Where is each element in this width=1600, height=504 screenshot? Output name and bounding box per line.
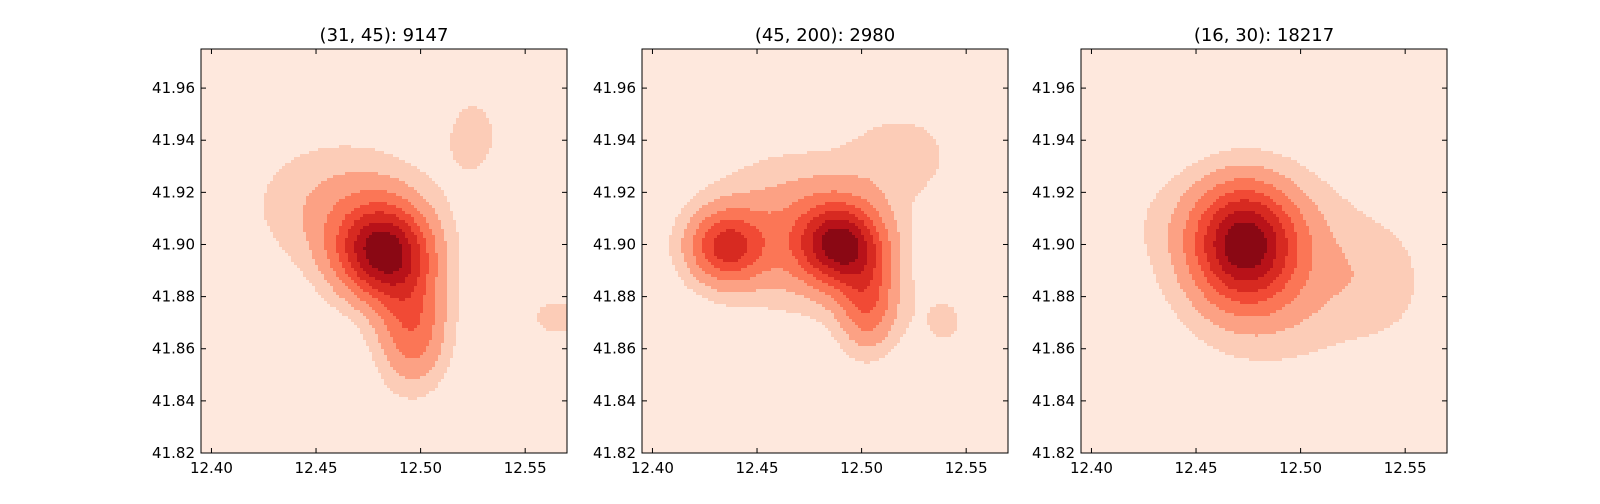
- x-tick-label: 12.50: [1279, 459, 1322, 477]
- y-tick-label: 41.92: [152, 183, 195, 201]
- y-tick-label: 41.82: [152, 444, 195, 462]
- y-tick-label: 41.82: [1032, 444, 1075, 462]
- y-tick-label: 41.92: [593, 183, 636, 201]
- x-tick-label: 12.40: [1070, 459, 1113, 477]
- contour-band: [822, 229, 858, 265]
- panel-title: (31, 45): 9147: [320, 25, 449, 46]
- contour-band: [1225, 223, 1267, 268]
- x-tick-label: 12.45: [1175, 459, 1218, 477]
- y-tick-label: 41.86: [1032, 340, 1075, 358]
- y-tick-label: 41.90: [1032, 235, 1075, 253]
- y-tick-label: 41.94: [593, 131, 636, 149]
- y-tick-label: 41.84: [1032, 392, 1075, 410]
- y-tick-label: 41.90: [593, 235, 636, 253]
- y-tick-label: 41.88: [1032, 288, 1075, 306]
- panel-title: (16, 30): 18217: [1194, 25, 1334, 46]
- panel-3: 12.40 12.45 12.50 12.55 41.82 41.84 41.86 41.88…: [1032, 25, 1448, 477]
- x-tick-label: 12.45: [736, 459, 779, 477]
- x-tick-label: 12.40: [190, 459, 233, 477]
- axes-frame: [641, 48, 1009, 454]
- y-tick-label: 41.86: [152, 340, 195, 358]
- y-tick-label: 41.86: [593, 340, 636, 358]
- y-tick-label: 41.88: [593, 288, 636, 306]
- x-tick-label: 12.50: [399, 459, 442, 477]
- y-tick-label: 41.96: [593, 79, 636, 97]
- contour-level-7: [363, 232, 402, 274]
- x-tick-label: 12.55: [1384, 459, 1427, 477]
- y-tick-label: 41.96: [152, 79, 195, 97]
- y-tick-label: 41.84: [593, 392, 636, 410]
- x-tick-label: 12.55: [504, 459, 547, 477]
- x-tick-label: 12.40: [631, 459, 674, 477]
- y-tick-label: 41.92: [1032, 183, 1075, 201]
- contour-level-7: [1225, 223, 1267, 268]
- y-tick-label: 41.82: [593, 444, 636, 462]
- contour-level-7: [822, 229, 858, 265]
- contour-band: [363, 232, 402, 274]
- panel-1: 12.40 12.45 12.50 12.55 41.82 41.84 41.86 41.88…: [152, 25, 568, 477]
- axes-frame: [200, 48, 568, 454]
- x-tick-label: 12.45: [295, 459, 338, 477]
- panel-2: 12.40 12.45 12.50 12.55 41.82 41.84 41.86 41.88…: [593, 25, 1009, 477]
- y-tick-label: 41.94: [152, 131, 195, 149]
- y-tick-label: 41.90: [152, 235, 195, 253]
- panel-title: (45, 200): 2980: [755, 25, 895, 46]
- y-tick-label: 41.96: [1032, 79, 1075, 97]
- y-tick-label: 41.94: [1032, 131, 1075, 149]
- y-tick-label: 41.88: [152, 288, 195, 306]
- x-tick-label: 12.50: [840, 459, 883, 477]
- axes-frame: [1080, 48, 1448, 454]
- y-tick-label: 41.84: [152, 392, 195, 410]
- x-tick-label: 12.55: [945, 459, 988, 477]
